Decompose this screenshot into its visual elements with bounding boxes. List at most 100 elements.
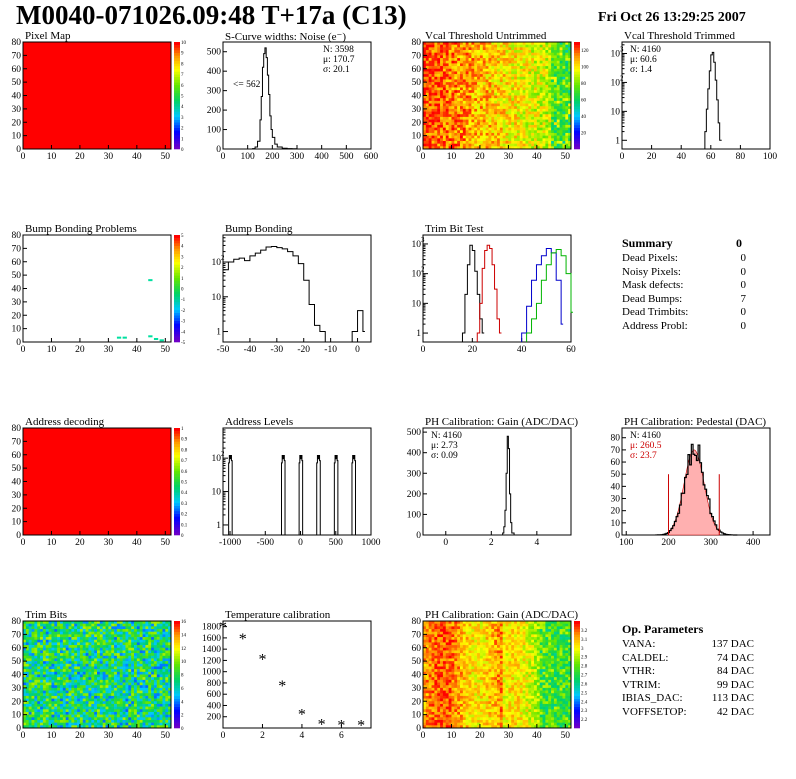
heatmap-cell <box>71 626 74 629</box>
heatmap-cell <box>134 624 137 627</box>
heatmap-cell <box>437 130 440 133</box>
heatmap-cell <box>497 69 500 72</box>
heatmap-cell <box>46 720 49 723</box>
summary-row-value: 7 <box>722 293 746 305</box>
heatmap-cell <box>503 93 506 96</box>
heatmap-cell <box>514 63 517 66</box>
heatmap-cell <box>520 125 523 128</box>
heatmap-cell <box>97 683 100 686</box>
heatmap-cell <box>500 141 503 144</box>
heatmap-cell <box>80 664 83 667</box>
heatmap-cell <box>32 661 35 664</box>
heatmap-cell <box>74 661 77 664</box>
heatmap-cell <box>488 93 491 96</box>
heatmap-cell <box>100 693 103 696</box>
heatmap-cell <box>545 109 548 112</box>
heatmap-cell <box>40 685 43 688</box>
heatmap-cell <box>145 624 148 627</box>
heatmap-cell <box>108 696 111 699</box>
heatmap-cell <box>117 637 120 640</box>
heatmap-cell <box>514 87 517 90</box>
heatmap-cell <box>506 101 509 104</box>
heatmap-cell <box>497 104 500 107</box>
color-scale-band <box>574 87 580 90</box>
heatmap-cell <box>494 114 497 117</box>
heatmap-cell <box>29 712 32 715</box>
heatmap-cell <box>554 125 557 128</box>
heatmap-cell <box>46 696 49 699</box>
heatmap-cell <box>37 661 40 664</box>
color-scale-band <box>174 650 180 653</box>
heatmap-cell <box>88 637 91 640</box>
heatmap-cell <box>449 50 452 53</box>
heatmap-cell <box>548 74 551 77</box>
color-scale-label: 8 <box>181 674 184 679</box>
heatmap-cell <box>466 90 469 93</box>
heatmap-cell <box>449 93 452 96</box>
heatmap-cell <box>143 672 146 675</box>
heatmap-cell <box>454 106 457 109</box>
heatmap-cell <box>449 82 452 85</box>
color-scale-label: 2 <box>181 714 184 719</box>
heatmap-cell <box>560 96 563 99</box>
heatmap-cell <box>128 696 131 699</box>
heatmap-cell <box>74 658 77 661</box>
heatmap-cell <box>145 632 148 635</box>
heatmap-cell <box>463 98 466 101</box>
heatmap-cell <box>134 672 137 675</box>
heatmap-cell <box>432 45 435 48</box>
heatmap-cell <box>162 637 165 640</box>
heatmap-cell <box>471 104 474 107</box>
heatmap-cell <box>77 626 80 629</box>
heatmap-cell <box>474 114 477 117</box>
heatmap-cell <box>160 683 163 686</box>
heatmap-cell <box>511 120 514 123</box>
heatmap-cell <box>74 701 77 704</box>
heatmap-cell <box>565 104 568 107</box>
heatmap-cell <box>88 664 91 667</box>
series-line <box>527 249 573 342</box>
heatmap-cell <box>506 66 509 69</box>
heatmap-cell <box>40 650 43 653</box>
heatmap-cell <box>514 130 517 133</box>
heatmap-cell <box>117 691 120 694</box>
heatmap-cell <box>483 128 486 131</box>
heatmap-cell <box>74 637 77 640</box>
heatmap-cell <box>162 699 165 702</box>
heatmap-cell <box>449 101 452 104</box>
heatmap-cell <box>57 637 60 640</box>
heatmap-cell <box>106 691 109 694</box>
heatmap-cell <box>143 717 146 720</box>
heatmap-cell <box>554 82 557 85</box>
heatmap-cell <box>86 634 89 637</box>
heatmap-cell <box>503 133 506 136</box>
heatmap-cell <box>108 624 111 627</box>
heatmap-cell <box>123 712 126 715</box>
heatmap-cell <box>108 717 111 720</box>
heatmap-cell <box>66 680 69 683</box>
heatmap-cell <box>80 624 83 627</box>
heatmap-cell <box>125 675 128 678</box>
heatmap-cell <box>160 648 163 651</box>
heatmap-cell <box>125 666 128 669</box>
heatmap-cell <box>32 701 35 704</box>
heatmap-cell <box>165 664 168 667</box>
heatmap-cell <box>160 645 163 648</box>
heatmap-cell <box>162 717 165 720</box>
data-point: * <box>318 717 326 734</box>
heatmap-cell <box>540 120 543 123</box>
heatmap-cell <box>540 55 543 58</box>
heatmap-cell <box>494 98 497 101</box>
heatmap-cell <box>32 653 35 656</box>
heatmap-cell <box>97 723 100 726</box>
heatmap-cell <box>486 120 489 123</box>
heatmap-cell <box>160 632 163 635</box>
heatmap-cell <box>457 98 460 101</box>
heatmap-cell <box>111 688 114 691</box>
heatmap-cell <box>443 71 446 74</box>
heatmap-cell <box>80 720 83 723</box>
heatmap-cell <box>63 664 66 667</box>
